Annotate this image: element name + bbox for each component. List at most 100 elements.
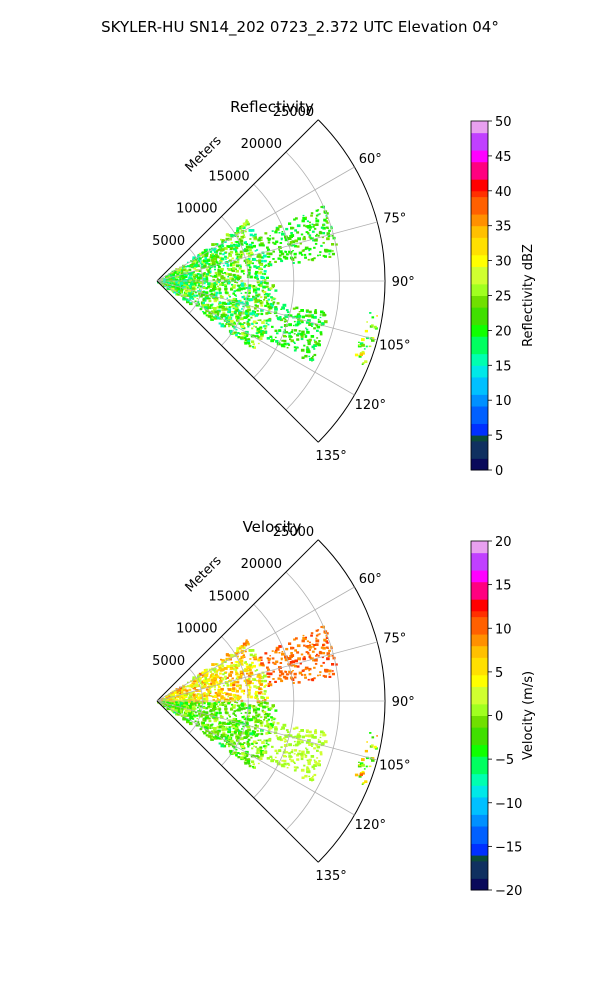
colorbar-swatch — [471, 732, 488, 740]
echo-cell — [288, 755, 292, 758]
colorbar-swatch — [471, 860, 488, 868]
echo-cell — [306, 346, 309, 348]
echo-cell — [290, 654, 295, 657]
echo-cell — [221, 701, 224, 704]
echo-cell — [305, 334, 308, 337]
echo-cell — [209, 727, 212, 729]
echo-cell — [310, 777, 314, 780]
colorbar-swatch — [471, 645, 488, 653]
echo-cell — [306, 339, 309, 341]
echo-cell — [220, 296, 224, 299]
echo-cell — [192, 259, 195, 262]
echo-cell — [218, 725, 223, 729]
echo-cell — [226, 308, 228, 310]
echo-cell — [320, 206, 323, 208]
echo-cell — [232, 727, 235, 730]
echo-cell — [294, 329, 298, 332]
echo-cell — [354, 353, 359, 357]
echo-cell — [252, 708, 257, 712]
echo-cell — [263, 706, 266, 709]
echo-cell — [246, 314, 250, 317]
echo-cell — [257, 293, 261, 296]
echo-cell — [254, 653, 257, 656]
echo-cell — [290, 646, 294, 650]
echo-cell — [215, 670, 219, 673]
echo-cell — [271, 304, 274, 306]
echo-cell — [273, 759, 276, 761]
echo-cell — [236, 647, 240, 650]
echo-cell — [313, 257, 316, 260]
echo-cell — [254, 694, 259, 698]
echo-cell — [182, 695, 186, 699]
echo-cell — [233, 732, 237, 735]
colorbar-swatch — [471, 278, 488, 285]
echo-cell — [206, 262, 209, 265]
echo-cell — [224, 707, 228, 711]
echo-cell — [217, 686, 221, 689]
echo-cell — [225, 251, 228, 254]
echo-cell — [249, 732, 254, 736]
echo-cell — [362, 362, 365, 364]
echo-cell — [284, 314, 289, 318]
echo-cell — [248, 261, 252, 265]
echo-cell — [197, 284, 200, 287]
echo-cell — [179, 698, 182, 701]
echo-cell — [256, 280, 261, 284]
echo-cell — [214, 673, 218, 677]
echo-cell — [176, 290, 180, 293]
echo-cell — [238, 322, 242, 325]
echo-cell — [256, 700, 261, 704]
echo-cell — [175, 701, 178, 704]
echo-cell — [185, 274, 188, 277]
echo-cell — [306, 750, 310, 754]
echo-cell — [232, 297, 236, 301]
echo-cell — [177, 293, 181, 296]
echo-cell — [188, 292, 192, 295]
echo-cell — [257, 756, 261, 759]
echo-cell — [262, 254, 267, 258]
echo-cell — [272, 678, 275, 680]
echo-cell — [240, 270, 244, 273]
echo-cell — [285, 740, 288, 742]
echo-cell — [244, 241, 247, 243]
echo-cell — [310, 734, 314, 737]
reflectivity-title: Reflectivity — [230, 98, 314, 116]
echo-cell — [247, 245, 251, 249]
echo-cell — [301, 674, 304, 676]
echo-cell — [272, 661, 275, 664]
echo-cell — [191, 701, 193, 703]
echo-cell — [296, 334, 300, 337]
echo-cell — [261, 282, 264, 284]
echo-cell — [214, 668, 217, 671]
echo-cell — [198, 303, 200, 305]
echo-cell — [255, 304, 259, 308]
echo-cell — [314, 311, 318, 315]
echo-cell — [195, 274, 198, 277]
echo-cell — [263, 690, 267, 693]
echo-cell — [290, 226, 294, 230]
colorbar-tick-label: 40 — [495, 185, 512, 200]
colorbar-swatch — [471, 283, 488, 291]
echo-cell — [234, 331, 237, 334]
echo-cell — [306, 640, 309, 643]
echo-cell — [359, 342, 364, 346]
echo-cell — [245, 287, 249, 289]
echo-cell — [239, 659, 243, 663]
echo-cell — [190, 717, 193, 720]
echo-cell — [301, 321, 304, 324]
echo-cell — [262, 331, 266, 334]
echo-cell — [289, 734, 293, 738]
echo-cell — [269, 722, 273, 726]
echo-cell — [331, 234, 334, 237]
echo-cell — [204, 719, 207, 722]
echo-cell — [260, 716, 263, 718]
echo-cell — [211, 680, 216, 684]
echo-cell — [241, 332, 245, 335]
echo-cell — [244, 669, 248, 673]
echo-cell — [254, 233, 257, 236]
echo-cell — [172, 711, 174, 713]
echo-cell — [201, 293, 205, 297]
echo-cell — [259, 722, 263, 725]
echo-cell — [326, 641, 329, 644]
echo-cell — [220, 324, 225, 328]
